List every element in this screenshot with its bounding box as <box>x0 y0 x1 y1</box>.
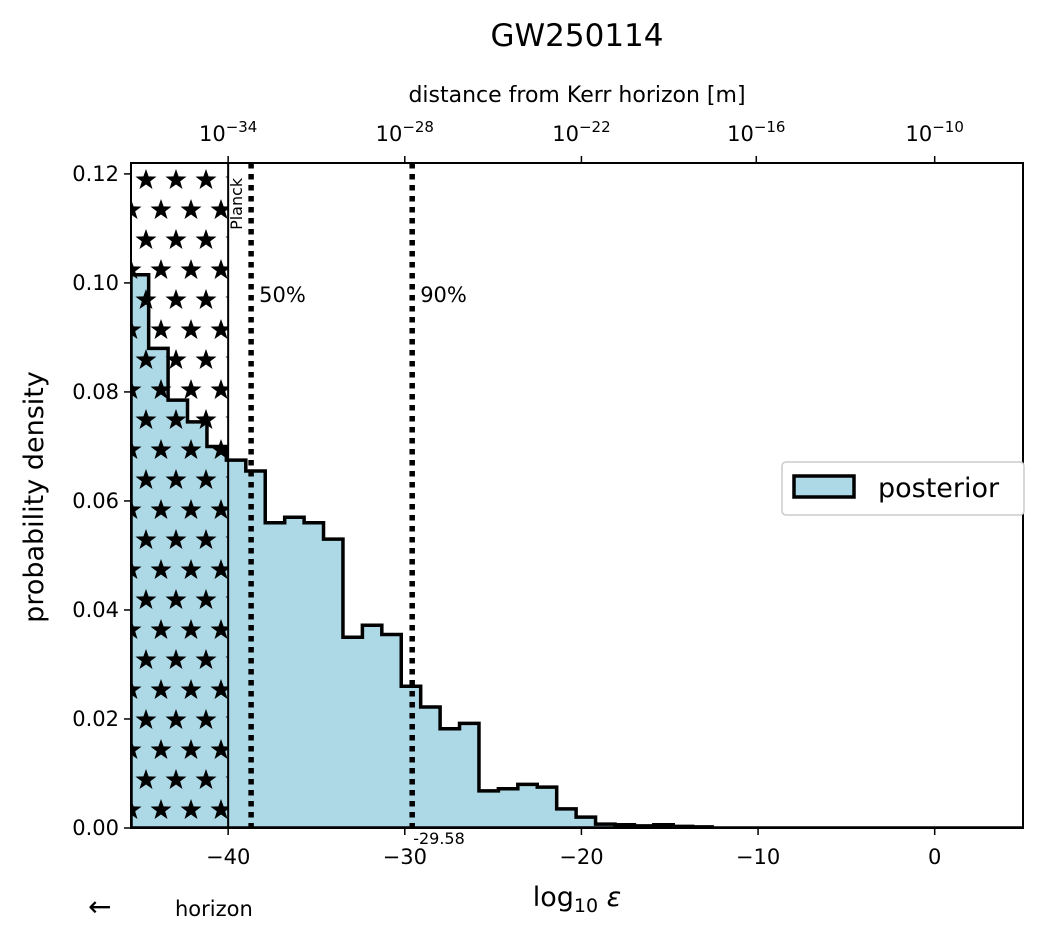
top-tick-label: 10−10 <box>905 118 963 146</box>
horizon-arrow: ← <box>88 890 111 923</box>
quantile-label-2: 90% <box>420 283 467 307</box>
chart-title: GW250114 <box>490 18 663 54</box>
y-tick-label: 0.02 <box>72 707 119 731</box>
planck-label: Planck <box>227 177 246 230</box>
top-tick-label: 10−16 <box>727 118 785 146</box>
x-axis-label-log: log <box>533 882 574 913</box>
x-tick-label: −30 <box>383 845 427 869</box>
x-axis-label-epsilon: ε <box>607 882 622 913</box>
legend-swatch <box>792 474 856 499</box>
x-axis-label: log10 ε <box>533 882 622 917</box>
top-tick-label: 10−28 <box>376 118 434 146</box>
legend: posterior <box>781 461 1025 516</box>
y-tick-label: 0.04 <box>72 598 119 622</box>
x-tick-label: −40 <box>206 845 250 869</box>
posterior-histogram-outline <box>131 272 1023 828</box>
x-axis-label-subscript: 10 <box>574 895 598 917</box>
quantile-label-1: 50% <box>259 283 306 307</box>
x-tick-label: −10 <box>736 845 780 869</box>
horizon-annotation: ← horizon <box>88 890 253 923</box>
top-tick-label: 10−22 <box>552 118 610 146</box>
y-tick-label: 0.08 <box>72 380 119 404</box>
legend-label: posterior <box>878 473 1000 504</box>
top-tick-label: 10−34 <box>199 118 257 146</box>
y-tick-label: 0.12 <box>72 162 119 186</box>
y-tick-label: 0.00 <box>72 816 119 840</box>
x-tick-label: −20 <box>559 845 603 869</box>
y-tick-label: 0.10 <box>72 271 119 295</box>
posterior-histogram-fill <box>131 274 1023 828</box>
planck-region <box>131 163 229 828</box>
y-tick-label: 0.06 <box>72 489 119 513</box>
horizon-label: horizon <box>175 897 253 921</box>
x-tick-label: 0 <box>928 845 941 869</box>
top-axis-label: distance from Kerr horizon [m] <box>408 83 745 108</box>
y-axis-label: probability density <box>19 371 50 623</box>
quantile-value-label: -29.58 <box>413 829 465 848</box>
